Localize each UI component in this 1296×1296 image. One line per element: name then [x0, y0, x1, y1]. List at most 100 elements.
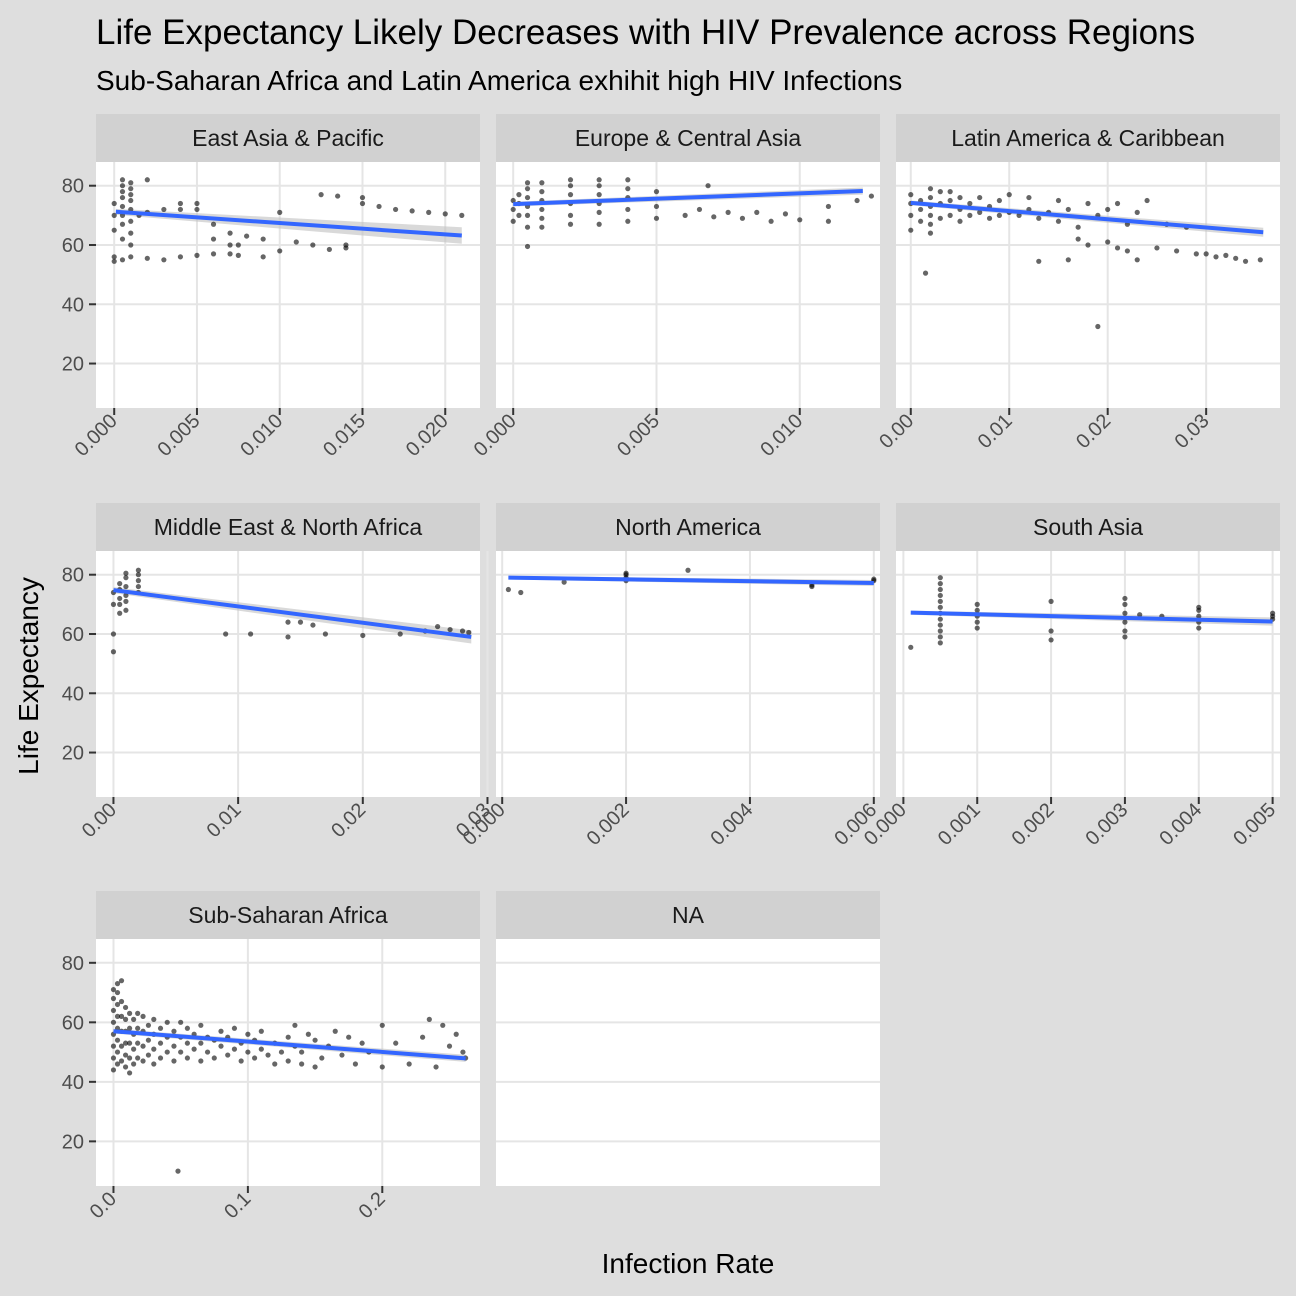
data-point — [825, 218, 832, 224]
data-point — [937, 604, 943, 610]
data-point — [379, 1064, 385, 1070]
data-point — [596, 177, 602, 183]
data-point — [1270, 610, 1276, 616]
y-axis-title: Life Expectancy — [13, 577, 44, 775]
data-point — [937, 616, 943, 622]
data-point — [292, 1022, 298, 1028]
data-point — [223, 631, 229, 637]
data-point — [265, 1052, 271, 1058]
y-tick-label: 80 — [62, 953, 84, 975]
data-point — [114, 1013, 121, 1019]
data-point — [260, 254, 266, 260]
data-point — [225, 1052, 231, 1058]
data-point — [171, 1028, 177, 1034]
data-point — [127, 1070, 133, 1076]
data-point — [339, 1052, 345, 1058]
data-point — [140, 1013, 146, 1019]
facet-strip — [96, 503, 480, 551]
data-point — [1174, 248, 1180, 254]
data-point — [164, 1049, 170, 1055]
facet-panel: East Asia & Pacific 20 40 60 80 0.000 0.005 0.0… — [62, 114, 480, 461]
data-point — [278, 1049, 285, 1055]
panel-marks — [110, 978, 469, 1174]
data-point — [518, 589, 524, 596]
panel-background — [496, 939, 880, 1186]
data-point — [524, 224, 531, 230]
data-point — [310, 622, 316, 628]
chart-title: Life Expectancy Likely Decreases with HI… — [96, 13, 1195, 52]
data-point — [625, 218, 631, 224]
data-point — [123, 592, 129, 599]
data-point — [393, 1040, 399, 1046]
data-point — [516, 192, 522, 198]
data-point — [947, 197, 953, 204]
data-point — [285, 634, 291, 640]
data-point — [184, 1040, 190, 1046]
data-point — [1048, 628, 1054, 634]
data-point — [937, 622, 943, 628]
data-point — [1105, 239, 1111, 245]
data-point — [110, 631, 117, 637]
data-point — [140, 1058, 146, 1064]
data-point — [653, 203, 660, 210]
data-point — [524, 212, 531, 218]
data-point — [653, 215, 660, 221]
data-point — [446, 1043, 453, 1049]
data-point — [118, 1043, 125, 1049]
data-point — [967, 212, 973, 218]
data-point — [110, 1007, 117, 1014]
data-point — [343, 242, 349, 248]
data-point — [127, 1025, 133, 1031]
data-point — [682, 212, 688, 218]
data-point — [194, 252, 200, 258]
data-point — [524, 194, 531, 201]
data-point — [505, 586, 511, 593]
x-tick-label: 0.00 — [875, 410, 918, 453]
data-point — [135, 578, 141, 584]
data-point — [151, 1061, 157, 1067]
data-point — [539, 224, 545, 230]
data-point — [305, 1031, 311, 1037]
data-point — [974, 619, 980, 625]
y-tick-label: 80 — [62, 176, 84, 198]
x-tick-label: 0.005 — [613, 410, 664, 461]
x-tick-label: 0.003 — [1082, 799, 1133, 850]
data-point — [871, 576, 877, 582]
data-point — [1114, 245, 1121, 251]
x-tick-label: 0.01 — [974, 410, 1017, 453]
data-point — [1134, 257, 1140, 263]
data-point — [218, 1043, 224, 1049]
data-point — [1065, 257, 1071, 263]
data-point — [122, 1052, 129, 1058]
data-point — [346, 1034, 352, 1040]
data-point — [251, 1055, 258, 1061]
facet-panel: Sub-Saharan Africa 20 40 60 80 0.0 0.1 0.2 — [62, 891, 480, 1223]
data-point — [191, 1046, 197, 1052]
facet-strip-label: South Asia — [1033, 514, 1143, 540]
data-point — [967, 200, 973, 207]
x-tick-label: 0.1 — [220, 1188, 255, 1223]
data-point — [1026, 194, 1032, 201]
data-point — [908, 192, 914, 198]
data-point — [986, 215, 993, 221]
facet-strip — [96, 891, 480, 939]
data-point — [122, 1016, 129, 1022]
data-point — [397, 631, 403, 637]
data-point — [131, 1016, 137, 1022]
data-point — [539, 206, 545, 213]
data-point — [110, 649, 117, 655]
data-point — [117, 595, 123, 602]
data-point — [157, 1055, 164, 1061]
data-point — [114, 989, 121, 996]
data-point — [114, 981, 121, 987]
data-point — [447, 626, 453, 633]
data-point — [122, 1040, 129, 1046]
facet-strip-label: Latin America & Caribbean — [951, 125, 1225, 151]
x-tick-label: 0.002 — [583, 799, 634, 850]
data-point — [297, 619, 304, 625]
data-point — [440, 1022, 446, 1028]
data-point — [1154, 245, 1160, 251]
data-point — [198, 1040, 204, 1046]
data-point — [782, 211, 789, 217]
